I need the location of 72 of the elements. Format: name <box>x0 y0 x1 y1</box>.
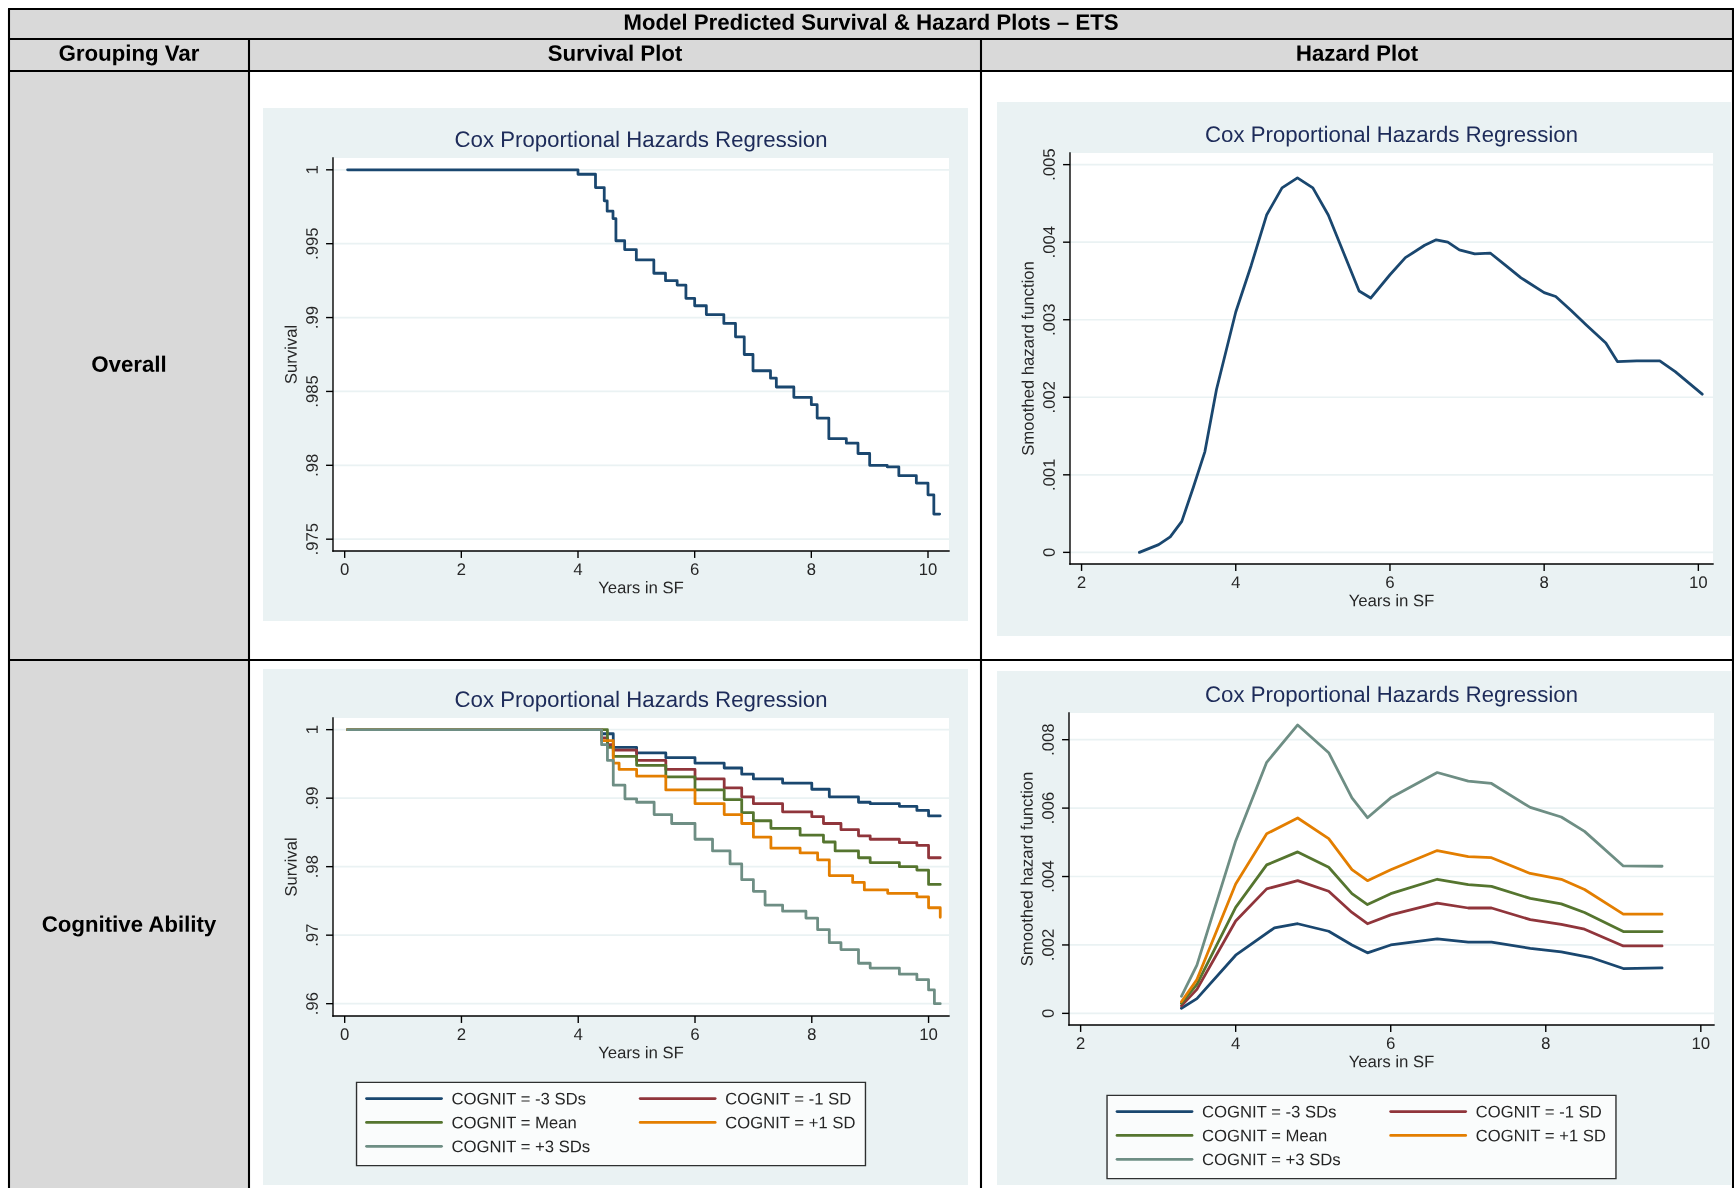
legend-label: COGNIT = +1 SD <box>726 1116 855 1129</box>
y-tick-label: 0 <box>1042 1009 1054 1018</box>
x-tick-label: 6 <box>690 563 699 576</box>
x-tick-label: 2 <box>1077 576 1086 588</box>
y-tick-label: .004 <box>1042 860 1054 892</box>
legend-label: COGNIT = +3 SDs <box>452 1140 590 1153</box>
x-tick-label: 8 <box>807 1028 816 1041</box>
y-axis-title: Smoothed hazard function <box>1021 262 1034 456</box>
x-tick-label: 6 <box>1386 1037 1395 1050</box>
legend-label: COGNIT = Mean <box>1202 1129 1327 1142</box>
x-tick-label: 4 <box>573 563 583 575</box>
legend-label: COGNIT = +1 SD <box>1476 1129 1606 1142</box>
y-tick-label: .003 <box>1043 304 1055 335</box>
y-axis-title: Survival <box>284 838 297 896</box>
x-axis-title: Years in SF <box>598 581 684 594</box>
legend-label: COGNIT = -3 SDs <box>452 1092 586 1105</box>
y-tick-label: .96 <box>306 992 318 1014</box>
y-tick-label: .006 <box>1042 792 1054 823</box>
x-tick-label: 4 <box>1231 576 1240 588</box>
y-axis-title: Smoothed hazard function <box>1020 772 1033 966</box>
text: Survival Plot <box>548 44 683 61</box>
legend-label: COGNIT = -3 SDs <box>1202 1105 1336 1118</box>
y-tick-label: 1 <box>306 725 318 734</box>
x-axis-title: Years in SF <box>598 1046 684 1059</box>
y-tick-label: 1 <box>306 166 318 174</box>
y-tick-label: .98 <box>306 855 318 877</box>
x-tick-label: 8 <box>1541 1037 1550 1050</box>
y-tick-label: .001 <box>1043 459 1055 490</box>
chart-title: Cox Proportional Hazards Regression <box>1206 125 1577 147</box>
y-tick-label: .99 <box>306 787 318 809</box>
legend-label: COGNIT = +3 SDs <box>1202 1153 1341 1166</box>
chart-title: Cox Proportional Hazards Regression <box>1206 685 1577 707</box>
x-tick-label: 6 <box>1386 576 1394 589</box>
y-tick-label: .008 <box>1042 724 1054 755</box>
x-tick-label: 10 <box>1692 1037 1710 1050</box>
y-tick-label: .002 <box>1042 929 1054 960</box>
x-tick-label: 0 <box>340 1028 349 1041</box>
x-tick-label: 10 <box>920 1028 938 1041</box>
y-tick-label: .985 <box>306 375 318 407</box>
y-tick-label: .975 <box>306 523 318 554</box>
text: Overall <box>92 355 166 372</box>
y-tick-label: .004 <box>1043 226 1055 257</box>
y-tick-label: 0 <box>1043 548 1055 557</box>
chart-title: Cox Proportional Hazards Regression <box>455 690 827 712</box>
y-tick-label: .98 <box>306 454 318 476</box>
x-tick-label: 10 <box>920 563 937 576</box>
legend-label: COGNIT = -1 SD <box>1476 1105 1601 1118</box>
text: Grouping Var <box>59 44 200 66</box>
x-axis-title: Years in SF <box>1349 1055 1434 1068</box>
x-tick-label: 2 <box>457 563 466 575</box>
text: Cognitive Ability <box>42 915 217 937</box>
legend-label: COGNIT = Mean <box>452 1116 576 1129</box>
x-tick-label: 10 <box>1690 576 1707 589</box>
x-tick-label: 0 <box>340 563 349 576</box>
text: Hazard Plot <box>1297 44 1418 61</box>
x-tick-label: 6 <box>691 1028 699 1041</box>
y-tick-label: .005 <box>1043 149 1055 180</box>
y-tick-label: .002 <box>1043 381 1055 412</box>
y-tick-label: .97 <box>306 924 318 946</box>
x-tick-label: 8 <box>807 563 816 576</box>
y-axis-title: Survival <box>284 325 297 384</box>
x-tick-label: 4 <box>1231 1037 1240 1049</box>
y-tick-label: .99 <box>306 306 318 328</box>
x-tick-label: 8 <box>1540 576 1549 589</box>
legend-label: COGNIT = -1 SD <box>726 1092 851 1105</box>
y-tick-label: .995 <box>306 228 318 259</box>
x-tick-label: 2 <box>1076 1037 1085 1049</box>
chart-title: Cox Proportional Hazards Regression <box>455 130 827 152</box>
x-tick-label: 2 <box>457 1028 466 1040</box>
text: Model Predicted Survival & Hazard Plots – ETS <box>624 13 1118 30</box>
x-axis-title: Years in SF <box>1349 594 1434 607</box>
x-tick-label: 4 <box>573 1028 583 1040</box>
